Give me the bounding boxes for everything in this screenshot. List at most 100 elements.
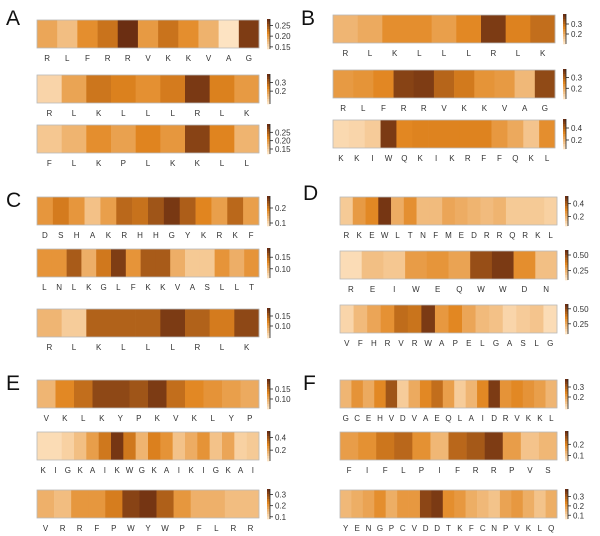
heatmap-cell — [190, 490, 209, 518]
colorbar-segment — [267, 260, 270, 264]
heatmap-cell — [403, 197, 417, 225]
heatmap-cell — [229, 249, 245, 277]
colorbar-segment — [267, 335, 270, 339]
residue-label: W — [385, 154, 393, 163]
residue-label: K — [86, 283, 92, 292]
colorbar-segment — [563, 129, 566, 132]
residue-label: W — [477, 285, 485, 294]
heatmap-cell — [475, 120, 492, 148]
colorbar-segment — [565, 270, 568, 273]
residue-label: V — [514, 414, 520, 423]
heatmap-cell — [430, 432, 449, 460]
heatmap-cell — [77, 20, 98, 48]
colorbar-segment — [267, 81, 270, 85]
residue-label: W — [381, 231, 389, 240]
colorbar: 0.30.20.1 — [565, 489, 585, 520]
heatmap-cell — [367, 305, 381, 333]
colorbar-segment — [267, 211, 270, 214]
residue-label: R — [491, 466, 497, 475]
heatmap-cell — [178, 20, 199, 48]
colorbar-segment — [267, 516, 270, 520]
heatmap-strip-c3: R L K L L L R L K 0.150.10 — [36, 308, 291, 352]
heatmap-cell — [431, 490, 444, 518]
panel-label-b: B — [301, 7, 315, 30]
heatmap-cell — [394, 305, 409, 333]
residue-label: H — [153, 231, 159, 240]
heatmap-cell — [122, 490, 140, 518]
residue-label: I — [438, 466, 440, 475]
residue-label: P — [121, 159, 126, 168]
colorbar-segment — [563, 144, 566, 147]
colorbar-tick-label: 0.15 — [275, 43, 291, 52]
heatmap-cell — [516, 305, 531, 333]
heatmap-strip-c1: D S H A K R H H G Y K R K F0.20.1 — [36, 196, 287, 240]
residue-label: I — [482, 414, 484, 423]
colorbar-segment — [267, 489, 270, 492]
heatmap-cell — [502, 432, 522, 460]
heatmap-cell — [148, 197, 165, 225]
heatmap-cell — [511, 490, 524, 518]
heatmap-cell — [241, 490, 260, 518]
heatmap-cell — [456, 15, 482, 43]
colorbar-segment — [267, 134, 270, 137]
residue-label: K — [354, 154, 360, 163]
colorbar-segment — [267, 76, 270, 80]
residue-label: G — [377, 524, 383, 533]
colorbar-segment — [565, 203, 568, 207]
residue-label: L — [442, 49, 447, 58]
residue-label: D — [471, 231, 477, 240]
heatmap-cell — [351, 490, 364, 518]
heatmap-cell — [86, 75, 112, 103]
colorbar-segment — [267, 491, 270, 495]
colorbar-tick-label: 0.1 — [275, 513, 287, 522]
heatmap-cell — [37, 309, 62, 337]
heatmap-cell — [116, 197, 133, 225]
heatmap-cell — [111, 309, 136, 337]
heatmap-cell — [37, 125, 62, 153]
residue-label: R — [348, 285, 354, 294]
colorbar-segment — [267, 268, 270, 271]
heatmap-cell — [444, 120, 461, 148]
residue-label: E — [434, 414, 439, 423]
heatmap-cell — [545, 490, 558, 518]
residue-label: L — [480, 339, 485, 348]
heatmap-cell — [534, 380, 546, 408]
residue-label: K — [338, 154, 344, 163]
colorbar-segment — [267, 318, 270, 321]
colorbar-segment — [565, 260, 568, 263]
colorbar-segment — [565, 257, 568, 261]
colorbar-segment — [563, 74, 566, 77]
heatmap-cell — [358, 432, 377, 460]
colorbar-segment — [267, 323, 270, 326]
heatmap-cell — [160, 75, 186, 103]
colorbar-tick-label: 0.10 — [275, 265, 291, 274]
heatmap-cell — [376, 432, 395, 460]
residue-label: K — [225, 466, 231, 475]
residue-label: R — [60, 524, 66, 533]
colorbar-segment — [267, 514, 270, 517]
residue-label: H — [137, 231, 143, 240]
residue-label: T — [408, 231, 413, 240]
heatmap-cell — [431, 380, 444, 408]
colorbar-tick-label: 0.3 — [573, 493, 585, 502]
heatmap-cell — [362, 380, 375, 408]
residue-label: V — [175, 283, 181, 292]
residue-label: K — [166, 54, 172, 63]
residue-label: R — [230, 524, 236, 533]
heatmap-cell — [543, 305, 558, 333]
colorbar-segment — [267, 456, 270, 459]
residue-label: P — [247, 414, 252, 423]
colorbar-tick-label: 0.4 — [275, 433, 287, 442]
residue-label: A — [522, 104, 528, 113]
heatmap-cell — [185, 309, 210, 337]
heatmap-cell — [132, 197, 149, 225]
heatmap-cell — [209, 125, 235, 153]
colorbar-segment — [565, 446, 568, 449]
heatmap-cell — [348, 120, 366, 148]
residue-label: F — [47, 159, 52, 168]
residue-label: A — [238, 466, 244, 475]
residue-label: K — [535, 231, 541, 240]
colorbar-segment — [565, 277, 568, 281]
colorbar-segment — [267, 91, 270, 95]
